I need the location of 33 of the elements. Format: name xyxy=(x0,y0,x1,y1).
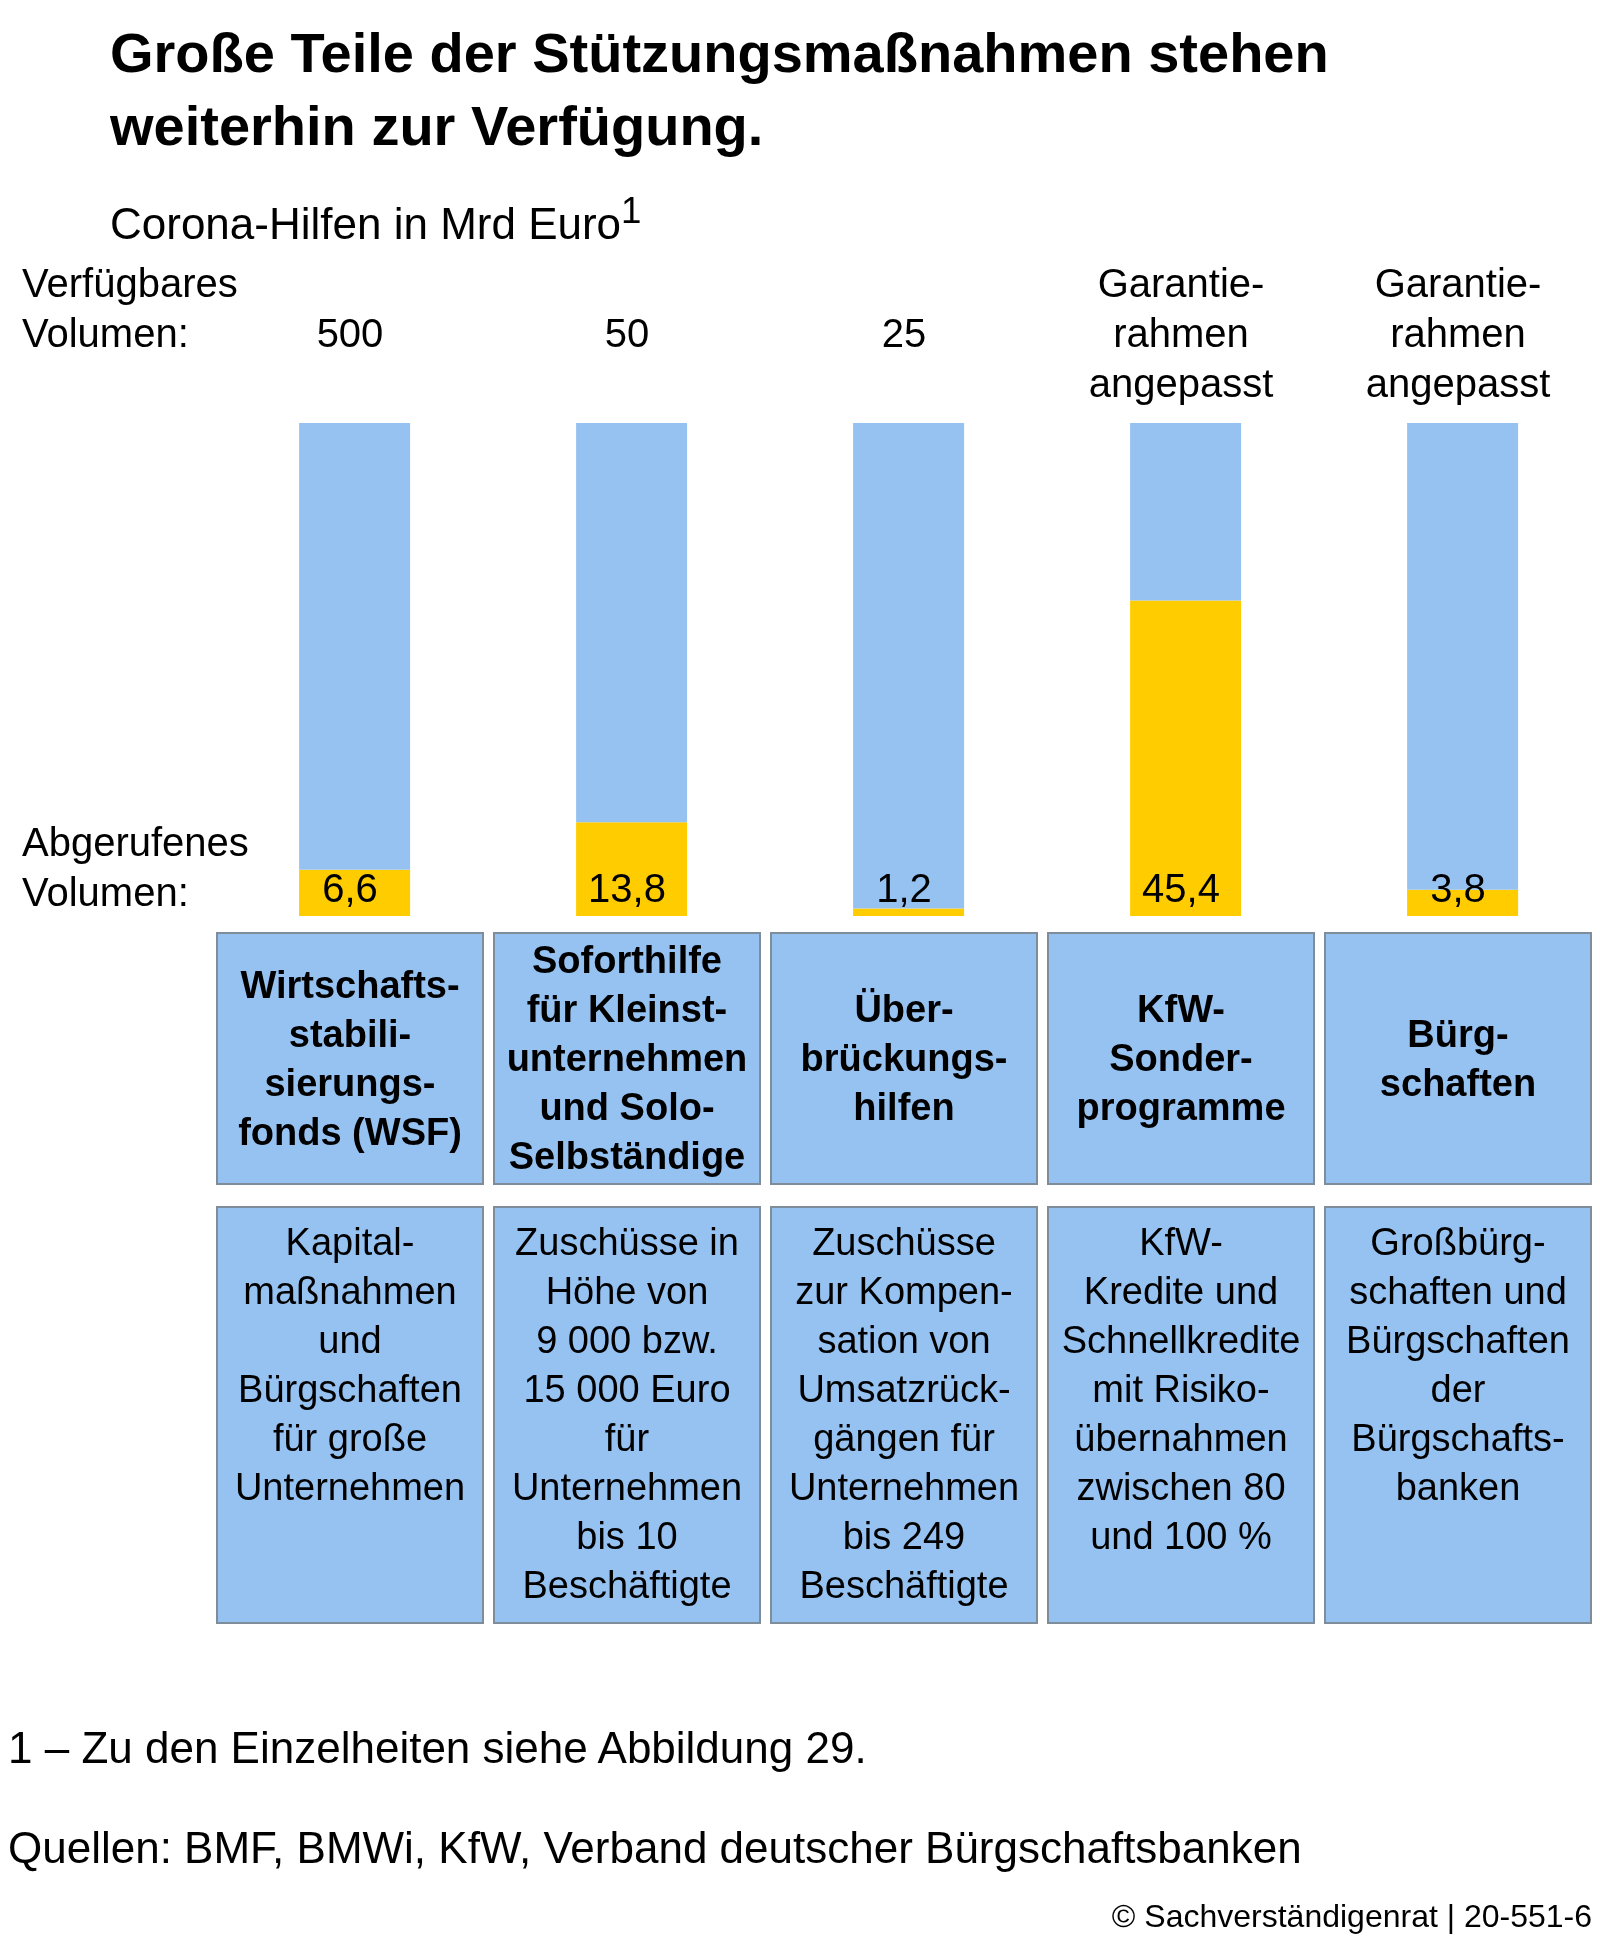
x-tick-label: Bürg- schaften xyxy=(1378,1011,1538,1106)
text: Großbürg- schaften und Bürgschaften der Bürgschafts- banken xyxy=(1345,1220,1571,1510)
annotation: 6,6 xyxy=(321,866,379,910)
text: Zuschüsse zur Kompen- sation von Umsatzrück- gängen für Unternehmen bis 249 Beschäftigte xyxy=(787,1220,1021,1608)
chart-subtitle: Corona-Hilfen in Mrd Euro$^{1}$ xyxy=(110,190,642,249)
chart-title: Große Teile der Stützungsmaßnahmen stehen weiterhin zur Verfügung. xyxy=(110,20,1329,159)
bar xyxy=(299,423,411,870)
bar xyxy=(576,822,688,916)
text: 25 xyxy=(880,310,928,357)
text: KfW- Kredite und Schnellkredite mit Risiko- übernahmen zwischen 80 und 100 % xyxy=(1060,1220,1302,1559)
annotation: Abgerufenes Volumen: xyxy=(22,819,249,916)
source-note: Quellen: BMF, BMWi, KfW, Verband deutscher Bürgschaftsbanken xyxy=(8,1823,1302,1873)
text: Garantie- rahmen angepasst xyxy=(1087,260,1275,407)
x-tick-label: KfW- Sonder- programme xyxy=(1075,987,1287,1130)
x-tick-label: Wirtschafts- stabili- sierungs- fonds (WSF) xyxy=(237,962,463,1155)
x-tick-label: Über- brückungs- hilfen xyxy=(799,987,1009,1130)
annotation: 45,4 xyxy=(1141,866,1221,910)
x-tick-label: Soforthilfe für Kleinst- unternehmen und Solo- Selbständige xyxy=(505,938,749,1179)
annotation: 1,2 xyxy=(875,866,933,910)
bar xyxy=(853,908,965,916)
text: 50 xyxy=(603,310,651,357)
bar xyxy=(1130,423,1242,601)
text: Kapital- maßnahmen und Bürgschaften für große Unternehmen xyxy=(233,1220,467,1510)
text: 500 xyxy=(315,310,385,357)
bar xyxy=(853,423,965,909)
text: 1 – Zu den Einzelheiten siehe Abbildung 29. xyxy=(8,1723,867,1773)
bar xyxy=(1130,600,1242,916)
text: © Sachverständigenrat | 20-551-6 xyxy=(1111,1898,1592,1935)
text: Garantie- rahmen angepasst xyxy=(1364,260,1552,407)
text: Zuschüsse in Höhe von 9 000 bzw. 15 000 Euro für Unternehmen bis 10 Beschäftigte xyxy=(510,1220,744,1608)
annotation: 13,8 xyxy=(587,866,667,910)
text: Verfügbares Volumen: xyxy=(22,260,238,357)
bar xyxy=(576,423,688,823)
